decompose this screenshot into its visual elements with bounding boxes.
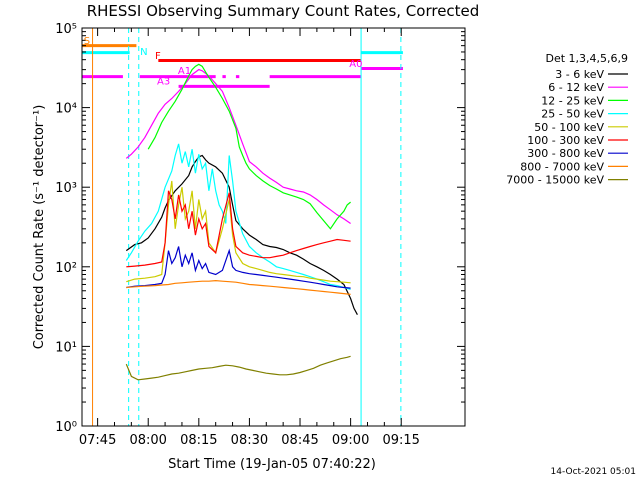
footer-timestamp: 14-Oct-2021 05:01: [551, 467, 636, 477]
axis-ticks: [82, 27, 465, 427]
series-line-3: [147, 63, 351, 230]
y-tick-labels: 10⁰ 10¹ 10² 10³ 10⁴ 10⁵: [55, 22, 77, 435]
series-line-8: [126, 279, 351, 295]
legend-label-4: 25 - 50 keV: [541, 108, 604, 121]
x-tick-label: 07:45: [79, 433, 116, 448]
series-group: [125, 63, 358, 381]
y-axis-label: Corrected Count Rate (s⁻¹ detector⁻¹): [32, 105, 47, 350]
x-tick-label: 08:15: [180, 433, 217, 448]
y-tick-label: 10⁵: [55, 22, 77, 37]
series-line-9: [125, 355, 351, 381]
chart-title: RHESSI Observing Summary Count Rates, Co…: [87, 2, 480, 20]
legend-label-5: 50 - 100 keV: [534, 121, 604, 134]
annotation-labels: S N F A1 A3 A0: [84, 36, 363, 88]
series-line-6: [126, 190, 351, 268]
x-tick-label: 08:00: [129, 433, 166, 448]
x-tick-label: 09:00: [332, 433, 369, 448]
x-axis-label: Start Time (19-Jan-05 07:40:22): [168, 457, 376, 472]
y-tick-label: 10⁴: [55, 102, 77, 117]
annotation-n: N: [140, 47, 147, 58]
series-line-5: [126, 180, 351, 284]
y-tick-label: 10²: [55, 261, 77, 276]
x-tick-label: 09:15: [382, 433, 419, 448]
legend-label-9: 7000 - 15000 keV: [506, 174, 604, 187]
plot-frame: [81, 27, 466, 427]
y-tick-label: 10⁰: [55, 420, 77, 435]
x-tick-label: 08:45: [281, 433, 318, 448]
legend-label-3: 12 - 25 keV: [541, 94, 604, 107]
series-line-7: [126, 246, 351, 289]
attenuator-lines: [92, 28, 402, 426]
annotation-a1: A1: [178, 66, 191, 77]
legend-title: Det 1,3,4,5,6,9: [545, 52, 628, 65]
y-tick-label: 10³: [55, 181, 77, 196]
series-line-4: [125, 143, 351, 290]
x-tick-labels: 07:45 08:00 08:15 08:30 08:45 09:00 09:15: [79, 433, 420, 448]
legend-label-2: 6 - 12 keV: [548, 81, 604, 94]
annotation-a0: A0: [349, 59, 362, 70]
annotation-f: F: [155, 51, 161, 62]
annotation-s: S: [84, 36, 90, 47]
status-bars: [82, 44, 403, 88]
legend-label-8: 800 - 7000 keV: [520, 160, 604, 173]
series-line-2: [125, 68, 351, 224]
legend-label-1: 3 - 6 keV: [555, 68, 604, 81]
legend-label-7: 300 - 800 keV: [527, 147, 604, 160]
legend-label-6: 100 - 300 keV: [527, 134, 604, 147]
y-tick-label: 10¹: [55, 340, 77, 355]
x-tick-label: 08:30: [231, 433, 268, 448]
annotation-a3: A3: [157, 77, 170, 88]
